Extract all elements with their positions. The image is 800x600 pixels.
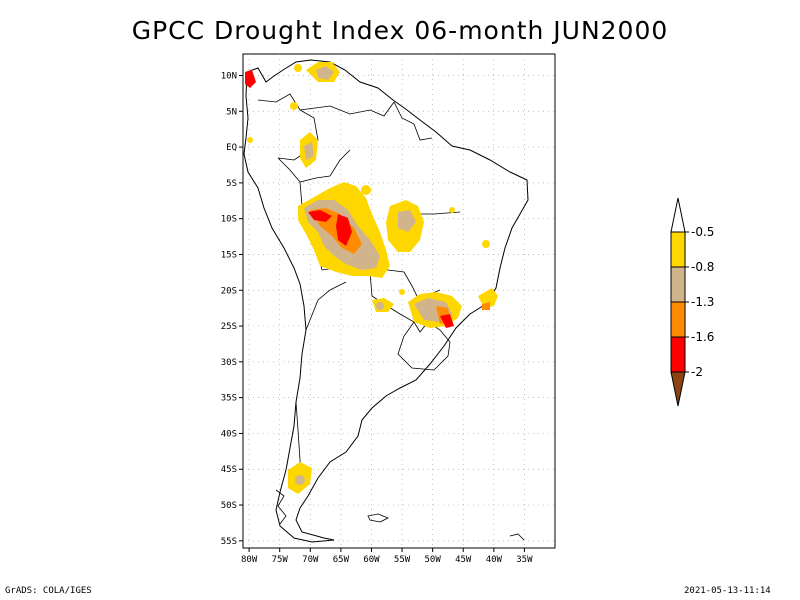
shade-yellow-coast	[478, 288, 498, 308]
legend-label: -1.3	[691, 295, 714, 309]
lat-label: 45S	[221, 465, 237, 475]
colorbar-legend: -0.5 -0.8 -1.3 -1.6 -2	[670, 197, 714, 407]
shade-tan-spot-b	[376, 302, 384, 310]
footer-timestamp: 2021-05-13-11:14	[684, 586, 771, 596]
shade-red-amazon	[308, 210, 332, 222]
lat-label: 10S	[221, 215, 237, 225]
lat-label: 20S	[221, 286, 237, 296]
lon-label: 50W	[425, 555, 442, 565]
longitude-labels: 80W 75W 70W 65W 60W 55W 50W 45W 40W 35W	[241, 548, 533, 565]
shade-tan-spot-a	[295, 475, 305, 485]
shade-red-northwest	[245, 70, 256, 88]
lat-label: 5S	[226, 179, 237, 189]
lon-label: 70W	[302, 555, 319, 565]
legend-swatch	[670, 266, 686, 303]
shade-yellow-spot-f	[247, 137, 253, 143]
lat-label: 30S	[221, 358, 237, 368]
lon-label: 60W	[363, 555, 380, 565]
shade-yellow-spot-a	[290, 102, 298, 110]
lon-label: 35W	[516, 555, 533, 565]
shade-red-southeast	[440, 314, 454, 328]
shade-yellow-spot-e	[399, 289, 405, 295]
legend-label: -0.5	[691, 225, 714, 239]
legend-label: -0.8	[691, 260, 714, 274]
legend-cap-top	[670, 197, 686, 233]
lat-label: 40S	[221, 429, 237, 439]
legend-label: -2	[691, 365, 703, 379]
south-america-coastline	[243, 59, 529, 543]
legend-swatch	[670, 301, 686, 338]
lon-label: 45W	[455, 555, 472, 565]
lat-label: 5N	[226, 107, 237, 117]
lon-label: 75W	[272, 555, 289, 565]
latitude-labels: 10N 5N EQ 5S 10S 15S 20S 25S 30S 35S 40S 45S 50S 55S	[221, 71, 243, 547]
footer-credit: GrADS: COLA/IGES	[5, 586, 92, 596]
lon-label: 40W	[486, 555, 503, 565]
lon-label: 65W	[333, 555, 350, 565]
shade-yellow-spot-b	[361, 185, 371, 195]
lon-label: 80W	[241, 555, 258, 565]
shade-tan-north	[316, 66, 334, 80]
shade-orange-coast	[482, 302, 490, 310]
lat-label: EQ	[226, 143, 237, 153]
legend-cap-bottom	[670, 371, 686, 407]
shade-red-amazon-2	[336, 214, 352, 246]
lat-label: 35S	[221, 394, 237, 404]
drought-shading	[245, 62, 498, 494]
lat-label: 55S	[221, 537, 237, 547]
lat-label: 15S	[221, 250, 237, 260]
legend-label: -1.6	[691, 330, 714, 344]
legend-swatch	[670, 336, 686, 373]
shade-tan-central	[398, 210, 416, 232]
lon-label: 55W	[394, 555, 411, 565]
map-title: GPCC Drought Index 06-month JUN2000	[131, 16, 669, 45]
lat-label: 10N	[221, 71, 237, 81]
shade-yellow-spot-d	[449, 207, 455, 213]
lat-label: 25S	[221, 322, 237, 332]
shade-yellow-spot-g	[294, 64, 302, 72]
shade-yellow-spot-c	[482, 240, 490, 248]
southern-islands	[275, 489, 525, 541]
shade-tan-ecuador	[304, 142, 314, 160]
lat-label: 50S	[221, 501, 237, 511]
legend-swatch	[670, 231, 686, 268]
